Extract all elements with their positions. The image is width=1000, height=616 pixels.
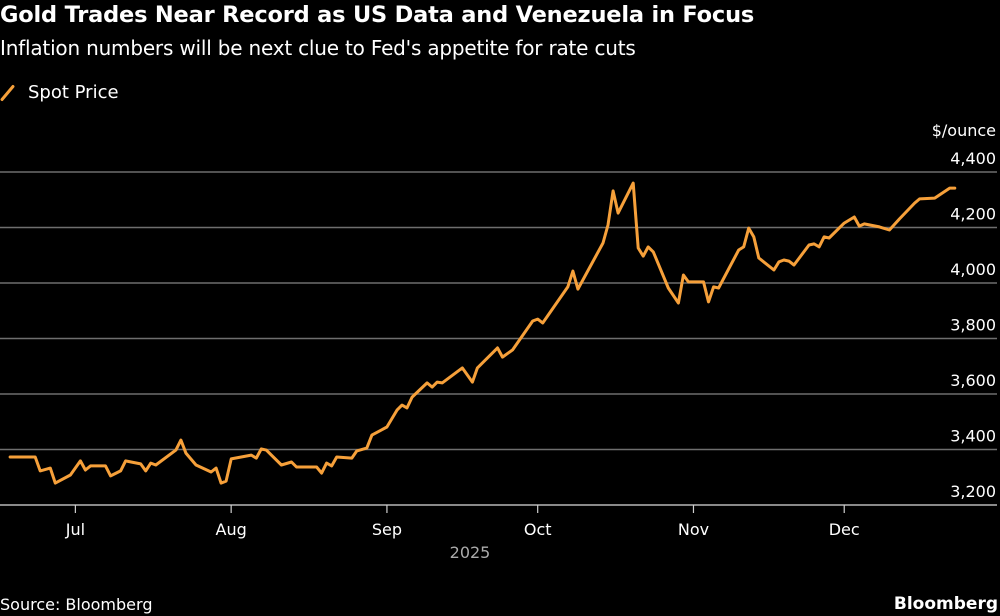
bloomberg-logo: Bloomberg [893,594,998,614]
legend: Spot Price [0,82,119,103]
x-axis-year: 2025 [450,543,491,562]
chart-title: Gold Trades Near Record as US Data and V… [0,2,755,28]
y-tick-label: 4,400 [950,149,996,168]
x-tick-label: Jul [65,520,85,539]
y-tick-label: 4,000 [950,260,996,279]
source-note: Source: Bloomberg [0,595,153,614]
x-tick-label: Sep [372,520,402,539]
chart-subtitle: Inflation numbers will be next clue to F… [0,36,636,60]
y-axis-unit: $/ounce [932,121,996,140]
legend-label: Spot Price [28,82,119,103]
x-tick-label: Dec [829,520,860,539]
y-tick-label: 3,600 [950,371,996,390]
y-tick-label: 3,200 [950,482,996,501]
y-tick-label: 3,800 [950,316,996,335]
y-tick-label: 3,400 [950,427,996,446]
x-tick-label: Aug [216,520,247,539]
x-tick-label: Nov [678,520,709,539]
series-line-spot-price [8,181,957,485]
x-tick-label: Oct [524,520,552,539]
y-tick-label: 4,200 [950,205,996,224]
